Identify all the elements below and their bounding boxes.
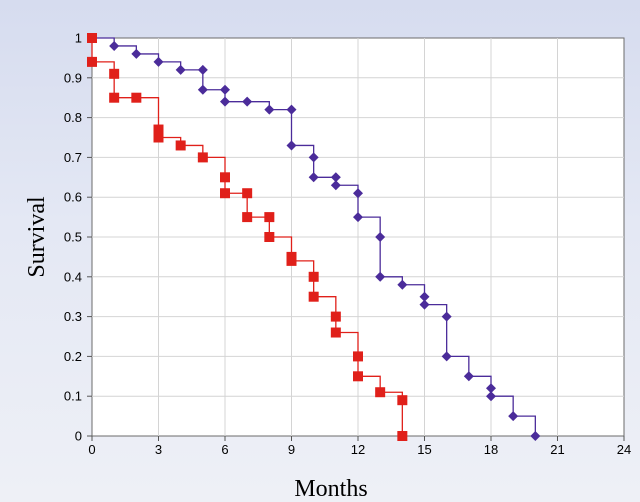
series-2-point <box>286 255 297 266</box>
series-layer <box>87 33 541 441</box>
y-tick-label: 0.8 <box>64 110 82 125</box>
series-2-point <box>308 291 319 302</box>
series-1-point <box>308 172 319 183</box>
series-2-point <box>242 212 253 223</box>
y-tick-label: 0.1 <box>64 389 82 404</box>
series-2-point <box>220 188 230 199</box>
y-tick-label: 0.4 <box>64 269 82 284</box>
series-2-point <box>330 311 341 322</box>
series-1-point <box>375 271 386 282</box>
series-1-point <box>353 188 363 199</box>
series-1-point <box>197 84 208 95</box>
series-1-point <box>530 431 541 441</box>
series-1-point <box>419 299 430 310</box>
series-2-point <box>397 431 408 441</box>
series-2-point <box>308 271 319 282</box>
series-2-point <box>330 327 341 338</box>
y-tick-label: 0.2 <box>64 349 82 364</box>
y-tick-label: 0.7 <box>64 150 82 165</box>
x-tick-label: 3 <box>155 442 162 457</box>
x-axis-title: Months <box>294 476 367 502</box>
series-1-point <box>220 84 230 95</box>
series-1-point <box>330 172 341 183</box>
series-1-point <box>441 311 452 322</box>
series-2-point <box>109 92 120 103</box>
x-tick-label: 18 <box>484 442 498 457</box>
series-2-point <box>375 387 386 398</box>
x-tick-label: 21 <box>550 442 564 457</box>
x-tick-label: 15 <box>417 442 431 457</box>
series-1-point <box>109 40 120 51</box>
series-1-point <box>175 64 186 75</box>
x-tick-label: 9 <box>288 442 295 457</box>
x-tick-label: 0 <box>88 442 95 457</box>
series-1-point <box>308 152 319 163</box>
series-1-point <box>486 391 496 402</box>
y-tick-label: 0.3 <box>64 309 82 324</box>
series-2-point <box>264 212 275 223</box>
series-2-point <box>153 132 164 143</box>
y-tick-label: 0.6 <box>64 190 82 205</box>
series-1-point <box>463 371 474 382</box>
y-axis-title: Survival <box>24 196 50 278</box>
series-2-point <box>397 395 408 406</box>
series-1-point <box>153 56 164 67</box>
series-1-point <box>353 212 363 223</box>
series-1-point <box>486 383 496 394</box>
series-1-point <box>508 411 519 422</box>
series-2-point <box>220 172 230 183</box>
series-1-point <box>330 180 341 191</box>
series-1-point <box>375 232 386 242</box>
y-tick-label: 1 <box>75 31 82 46</box>
series-1-point <box>286 104 297 115</box>
series-1-point <box>286 140 297 151</box>
series-2-point <box>197 152 208 163</box>
x-tick-label: 12 <box>351 442 365 457</box>
series-2-point <box>353 351 363 362</box>
x-tick-label: 6 <box>221 442 228 457</box>
y-tick-label: 0.5 <box>64 230 82 245</box>
series-1-point <box>220 96 230 107</box>
y-tick-label: 0.9 <box>64 70 82 85</box>
series-2-point <box>153 124 164 135</box>
series-1-point <box>441 351 452 362</box>
x-tick-label: 24 <box>617 442 631 457</box>
series-2-point <box>131 92 142 103</box>
series-1-point <box>264 104 275 115</box>
series-2-point <box>87 33 97 43</box>
series-2-point <box>264 232 275 242</box>
series-1-point <box>197 64 208 75</box>
series-2-point <box>242 188 253 199</box>
series-1 <box>87 33 541 441</box>
series-2 <box>87 33 408 441</box>
series-2-point <box>109 68 120 79</box>
series-1-point <box>397 279 408 290</box>
series-1-point <box>419 291 430 302</box>
series-2-point <box>353 371 363 382</box>
series-2-point <box>87 56 97 67</box>
y-tick-label: 0 <box>75 429 82 444</box>
series-1-point <box>131 48 142 59</box>
tick-labels: 0 3 6 9 12 15 18 21 24 0 0.1 0.2 0.3 0.4 0.5 0.6 0.7 0.8 0… <box>64 31 631 458</box>
series-1-point <box>242 96 253 107</box>
series-2-point <box>175 140 186 151</box>
